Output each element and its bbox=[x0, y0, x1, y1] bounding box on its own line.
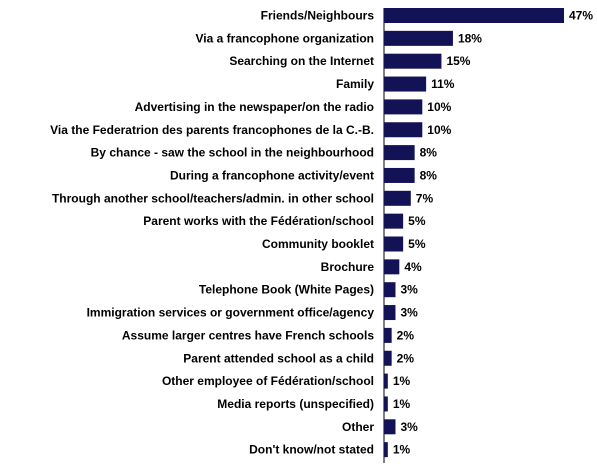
category-label: Assume larger centres have French school… bbox=[122, 328, 374, 342]
value-label: 1% bbox=[393, 443, 411, 457]
category-label: Telephone Book (White Pages) bbox=[199, 283, 374, 297]
value-label: 2% bbox=[397, 328, 415, 342]
bar bbox=[384, 76, 427, 92]
category-label: Media reports (unspecified) bbox=[217, 397, 374, 411]
category-label: Other bbox=[342, 420, 374, 434]
category-label: Immigration services or government offic… bbox=[87, 306, 375, 320]
bar bbox=[384, 236, 404, 252]
value-label: 8% bbox=[420, 146, 438, 160]
category-label: By chance - saw the school in the neighb… bbox=[91, 146, 374, 160]
value-label: 5% bbox=[408, 237, 426, 251]
bar bbox=[384, 99, 423, 115]
category-label: Via a francophone organization bbox=[196, 31, 374, 45]
bar bbox=[384, 350, 392, 366]
value-label: 7% bbox=[416, 191, 434, 205]
bar bbox=[384, 259, 400, 275]
bar bbox=[384, 327, 392, 343]
value-label: 3% bbox=[400, 283, 418, 297]
value-label: 18% bbox=[458, 31, 482, 45]
value-label: 10% bbox=[427, 123, 451, 137]
category-label: During a francophone activity/event bbox=[170, 168, 374, 182]
category-label: Brochure bbox=[321, 260, 375, 274]
bar bbox=[384, 305, 396, 321]
category-label: Searching on the Internet bbox=[229, 54, 374, 68]
bar bbox=[384, 213, 404, 229]
bar bbox=[384, 167, 415, 183]
bar bbox=[384, 145, 415, 161]
value-label: 8% bbox=[420, 168, 438, 182]
category-label: Friends/Neighbours bbox=[261, 9, 375, 23]
value-label: 47% bbox=[569, 9, 593, 23]
category-label: Advertising in the newspaper/on the radi… bbox=[135, 100, 374, 114]
category-labels-group: Friends/Neighbours Via a francophone orga… bbox=[50, 9, 374, 457]
bar bbox=[384, 8, 564, 23]
value-label: 3% bbox=[400, 420, 418, 434]
category-label: Parent works with the Fédération/school bbox=[143, 214, 374, 228]
category-label: Family bbox=[336, 77, 374, 91]
category-label: Through another school/teachers/admin. i… bbox=[52, 191, 374, 205]
bar bbox=[384, 419, 396, 435]
bar bbox=[384, 442, 388, 458]
value-label: 3% bbox=[400, 306, 418, 320]
bar bbox=[384, 396, 388, 412]
value-label: 11% bbox=[431, 77, 455, 91]
category-label: Don't know/not stated bbox=[249, 443, 374, 457]
bar bbox=[384, 53, 442, 69]
bars-group bbox=[384, 8, 564, 458]
value-label: 15% bbox=[446, 54, 470, 68]
value-label: 10% bbox=[427, 100, 451, 114]
bar bbox=[384, 190, 411, 206]
category-label: Other employee of Fédération/school bbox=[162, 374, 374, 388]
bar bbox=[384, 373, 388, 389]
value-labels-group: 47% 18% 15% 11% 10% 10% 8% 8% 7% 5% 5% 4% 3% 3% 2% 2% 1%… bbox=[393, 9, 594, 457]
category-label: Community booklet bbox=[262, 237, 374, 251]
value-label: 1% bbox=[393, 374, 411, 388]
value-label: 5% bbox=[408, 214, 426, 228]
value-label: 4% bbox=[404, 260, 422, 274]
category-label: Parent attended school as a child bbox=[183, 351, 374, 365]
category-label: Via the Federatrion des parents francoph… bbox=[50, 123, 374, 137]
value-label: 1% bbox=[393, 397, 411, 411]
value-label: 2% bbox=[397, 351, 415, 365]
bar bbox=[384, 30, 453, 46]
bar bbox=[384, 122, 423, 138]
bar bbox=[384, 282, 396, 298]
